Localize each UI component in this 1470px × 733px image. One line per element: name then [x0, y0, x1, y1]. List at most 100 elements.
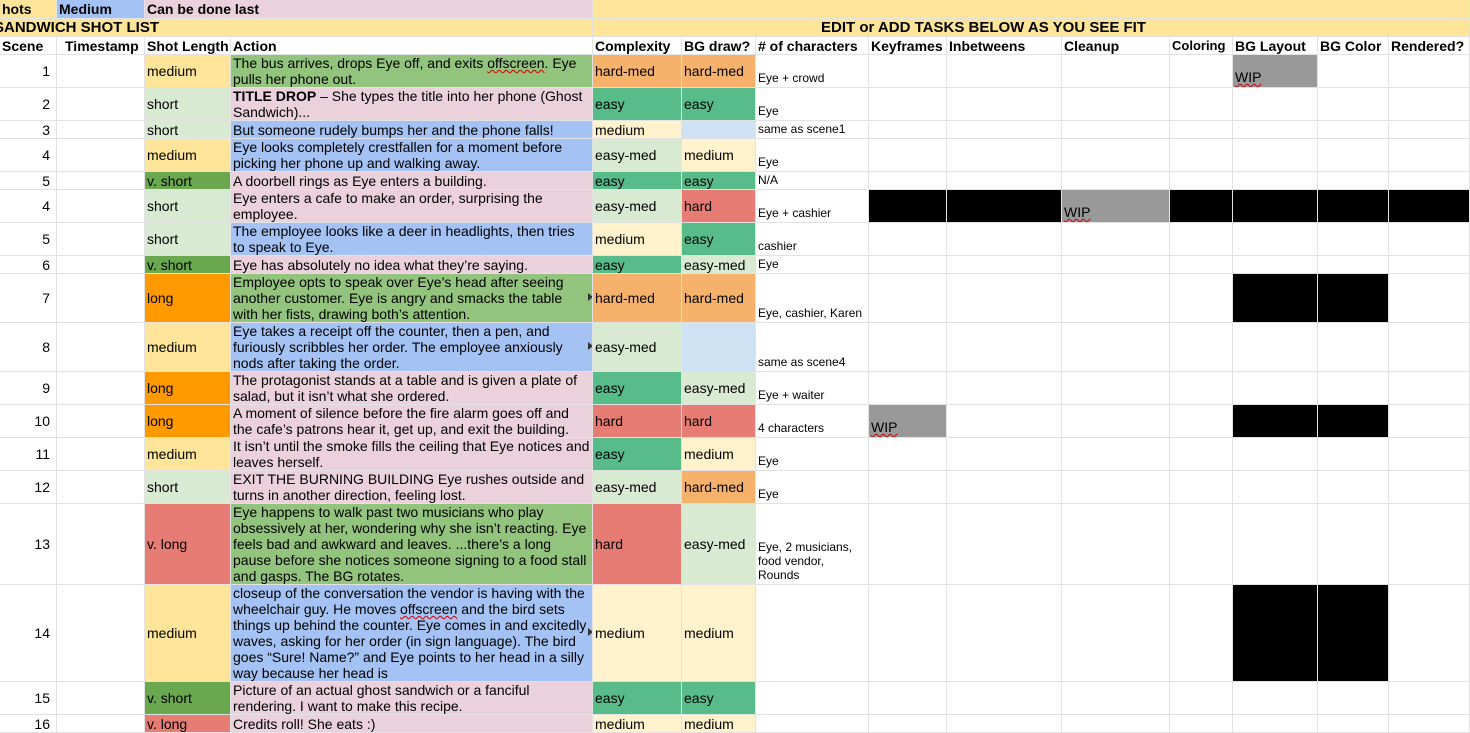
cell-inbetweens[interactable]	[947, 256, 1062, 274]
cell-timestamp[interactable]	[57, 682, 145, 715]
cell-shot-length[interactable]: short	[145, 223, 231, 256]
cell-action[interactable]: But someone rudely bumps her and the pho…	[231, 121, 593, 139]
cell-shot-length[interactable]: v. long	[145, 504, 231, 585]
cell-timestamp[interactable]	[57, 405, 145, 438]
cell-inbetweens[interactable]	[947, 504, 1062, 585]
cell-rendered[interactable]	[1389, 405, 1470, 438]
cell-inbetweens[interactable]	[947, 715, 1062, 733]
header-coloring[interactable]: Coloring	[1170, 37, 1233, 55]
cell-action[interactable]: Eye happens to walk past two musicians w…	[231, 504, 593, 585]
cell-action[interactable]: Eye takes a receipt off the counter, the…	[231, 323, 593, 372]
cell-timestamp[interactable]	[57, 172, 145, 190]
cell-action[interactable]: It isn’t until the smoke fills the ceili…	[231, 438, 593, 471]
cell-coloring[interactable]	[1170, 121, 1233, 139]
cell-bg-color[interactable]	[1318, 223, 1389, 256]
cell-complexity[interactable]: easy	[593, 256, 682, 274]
cell-rendered[interactable]	[1389, 372, 1470, 405]
cell-coloring[interactable]	[1170, 88, 1233, 121]
cell-shot-length[interactable]: v. short	[145, 682, 231, 715]
cell-bg-layout[interactable]	[1233, 372, 1318, 405]
cell-cleanup[interactable]	[1062, 274, 1170, 323]
cell-bg-layout[interactable]	[1233, 438, 1318, 471]
cell-complexity[interactable]: easy	[593, 172, 682, 190]
cell-bg-color[interactable]	[1318, 190, 1389, 223]
cell-inbetweens[interactable]	[947, 88, 1062, 121]
cell-keyframes[interactable]	[869, 223, 947, 256]
cell-shot-length[interactable]: medium	[145, 55, 231, 88]
cell-bg-layout[interactable]	[1233, 190, 1318, 223]
cell-bg-draw[interactable]: easy-med	[682, 256, 756, 274]
cell-complexity[interactable]: hard	[593, 405, 682, 438]
cell-bg-layout[interactable]	[1233, 121, 1318, 139]
cell-bg-color[interactable]	[1318, 323, 1389, 372]
cell-complexity[interactable]: hard	[593, 504, 682, 585]
cell-rendered[interactable]	[1389, 121, 1470, 139]
cell-cleanup[interactable]	[1062, 405, 1170, 438]
cell-timestamp[interactable]	[57, 438, 145, 471]
cell-keyframes[interactable]: WIP	[869, 405, 947, 438]
cell-bg-draw[interactable]: hard-med	[682, 471, 756, 504]
cell-timestamp[interactable]	[57, 88, 145, 121]
cell-coloring[interactable]	[1170, 256, 1233, 274]
cell-complexity[interactable]: medium	[593, 223, 682, 256]
cell-inbetweens[interactable]	[947, 121, 1062, 139]
cell-shot-length[interactable]: short	[145, 190, 231, 223]
cell-bg-color[interactable]	[1318, 55, 1389, 88]
cell-timestamp[interactable]	[57, 190, 145, 223]
header-keyframes[interactable]: Keyframes	[869, 37, 947, 55]
legend-cell-later[interactable]: Can be done last	[145, 0, 593, 19]
cell-bg-color[interactable]	[1318, 715, 1389, 733]
cell-characters[interactable]	[756, 682, 869, 715]
cell-shot-length[interactable]: medium	[145, 438, 231, 471]
cell-characters[interactable]: Eye + cashier	[756, 190, 869, 223]
cell-inbetweens[interactable]	[947, 274, 1062, 323]
cell-characters[interactable]: Eye, cashier, Karen	[756, 274, 869, 323]
cell-keyframes[interactable]	[869, 715, 947, 733]
cell-timestamp[interactable]	[57, 139, 145, 172]
cell-timestamp[interactable]	[57, 323, 145, 372]
cell-rendered[interactable]	[1389, 438, 1470, 471]
cell-bg-draw[interactable]: easy	[682, 88, 756, 121]
header-cleanup[interactable]: Cleanup	[1062, 37, 1170, 55]
cell-complexity[interactable]: medium	[593, 121, 682, 139]
cell-characters[interactable]: Eye	[756, 139, 869, 172]
cell-rendered[interactable]	[1389, 223, 1470, 256]
cell-shot-length[interactable]: v. long	[145, 715, 231, 733]
cell-scene[interactable]: 11	[0, 438, 57, 471]
cell-keyframes[interactable]	[869, 682, 947, 715]
cell-keyframes[interactable]	[869, 323, 947, 372]
cell-action[interactable]: Eye looks completely crestfallen for a m…	[231, 139, 593, 172]
cell-inbetweens[interactable]	[947, 471, 1062, 504]
cell-coloring[interactable]	[1170, 504, 1233, 585]
header-complexity[interactable]: Complexity	[593, 37, 682, 55]
cell-characters[interactable]: cashier	[756, 223, 869, 256]
cell-keyframes[interactable]	[869, 274, 947, 323]
legend-cell-medium[interactable]: Medium	[57, 0, 145, 19]
cell-bg-color[interactable]	[1318, 405, 1389, 438]
cell-timestamp[interactable]	[57, 223, 145, 256]
cell-scene[interactable]: 13	[0, 504, 57, 585]
cell-action[interactable]: The employee looks like a deer in headli…	[231, 223, 593, 256]
cell-characters[interactable]: Eye + waiter	[756, 372, 869, 405]
cell-scene[interactable]: 4	[0, 139, 57, 172]
cell-bg-layout[interactable]	[1233, 172, 1318, 190]
cell-bg-draw[interactable]: easy-med	[682, 372, 756, 405]
cell-bg-draw[interactable]: medium	[682, 139, 756, 172]
cell-rendered[interactable]	[1389, 256, 1470, 274]
cell-bg-layout[interactable]	[1233, 715, 1318, 733]
cell-bg-layout[interactable]	[1233, 139, 1318, 172]
cell-bg-color[interactable]	[1318, 372, 1389, 405]
cell-scene[interactable]: 5	[0, 172, 57, 190]
cell-coloring[interactable]	[1170, 471, 1233, 504]
cell-shot-length[interactable]: long	[145, 372, 231, 405]
cell-characters[interactable]	[756, 715, 869, 733]
cell-characters[interactable]	[756, 585, 869, 682]
cell-cleanup[interactable]	[1062, 682, 1170, 715]
cell-keyframes[interactable]	[869, 256, 947, 274]
cell-cleanup[interactable]: WIP	[1062, 190, 1170, 223]
cell-action[interactable]: A moment of silence before the fire alar…	[231, 405, 593, 438]
header-shot-length[interactable]: Shot Length	[145, 37, 231, 55]
cell-shot-length[interactable]: short	[145, 471, 231, 504]
cell-scene[interactable]: 3	[0, 121, 57, 139]
cell-scene[interactable]: 16	[0, 715, 57, 733]
